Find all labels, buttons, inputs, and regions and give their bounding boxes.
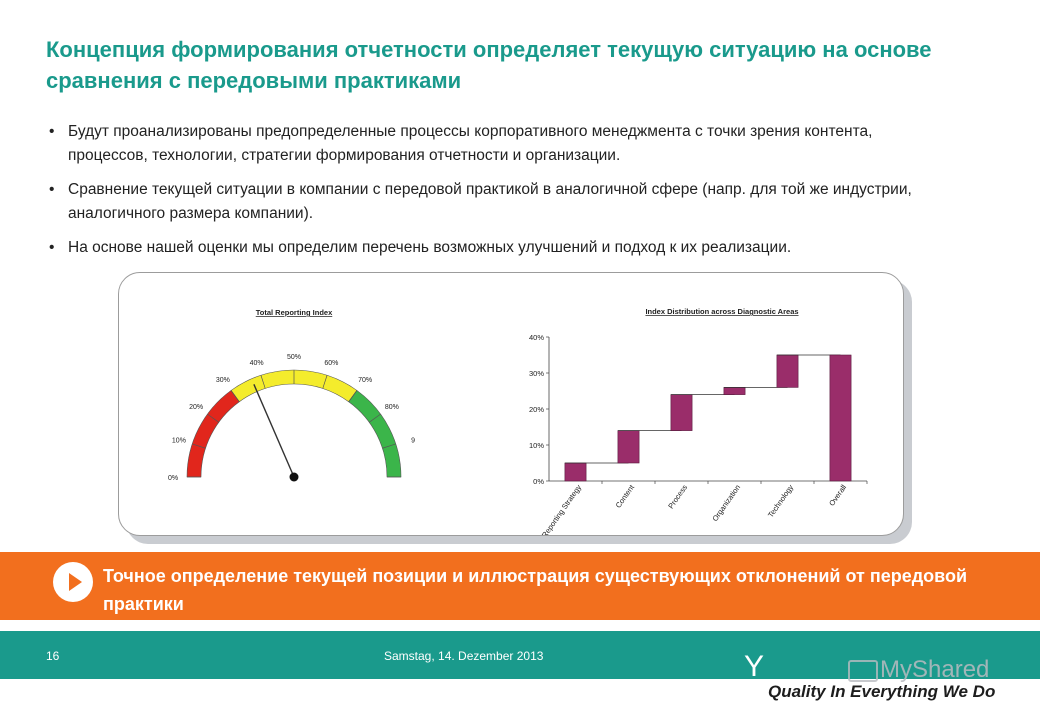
- x-tick-label: Organization: [710, 483, 742, 523]
- waterfall-bar: [776, 354, 799, 388]
- gauge-chart: Total Reporting Index 0% 10% 20% 30% 40% 50% 6…: [168, 308, 415, 482]
- play-icon: [53, 562, 93, 602]
- footer-date: Samstag, 14. Dezember 2013: [384, 649, 544, 663]
- gauge-tick-label: 60%: [324, 360, 338, 367]
- y-tick-label: 10%: [529, 441, 544, 450]
- y-tick-label: 20%: [529, 405, 544, 414]
- y-tick-label: 0%: [533, 477, 544, 486]
- y-tick-label: 40%: [529, 333, 544, 342]
- x-tick-label: Content: [614, 482, 637, 509]
- gauge-title: Total Reporting Index: [256, 308, 333, 317]
- waterfall-bar: [723, 387, 746, 395]
- gauge-tick: [230, 390, 240, 402]
- gauge-tick: [348, 390, 358, 402]
- gauge-tick-label: 20%: [189, 404, 203, 411]
- bullet-glyph: •: [49, 239, 55, 256]
- waterfall-bar: [564, 462, 587, 482]
- gauge-tick: [260, 375, 266, 389]
- bullet-item: • Будут проанализированы предопределенные…: [46, 120, 946, 168]
- x-tick-label: Process: [666, 483, 689, 511]
- bullet-list: • Будут проанализированы предопределенные…: [46, 120, 946, 270]
- banner-text: Точное определение текущей позиции и илл…: [103, 566, 968, 614]
- slide-title: Концепция формирования отчетности опреде…: [46, 37, 932, 93]
- charts-svg: Total Reporting Index 0% 10% 20% 30% 40% 50% 6…: [168, 307, 868, 539]
- gauge-tick: [382, 443, 396, 449]
- gauge-tick-label-clipped: 9: [411, 438, 415, 445]
- gauge-hub: [289, 472, 299, 482]
- bullet-text: Будут проанализированы предопределенные …: [68, 123, 873, 164]
- page-number: 16: [46, 649, 60, 663]
- x-tick-label: Overall: [827, 483, 848, 508]
- gauge-tick-label: 10%: [172, 438, 186, 445]
- waterfall-bar: [617, 430, 640, 464]
- waterfall-bar: [829, 354, 852, 482]
- watermark-text: MyShared: [880, 656, 990, 683]
- gauge-tick-label: 0%: [168, 475, 178, 482]
- gauge-tick-label: 40%: [250, 360, 264, 367]
- gauge-tick-label: 50%: [287, 354, 301, 361]
- bullet-glyph: •: [49, 181, 55, 198]
- bullet-text: Сравнение текущей ситуации в компании с …: [68, 181, 912, 222]
- gauge-tick-label: 30%: [216, 377, 230, 384]
- watermark-icon: [848, 660, 878, 682]
- gauge-tick: [369, 413, 381, 423]
- gauge-tick-label: 70%: [358, 377, 372, 384]
- bullet-item: • На основе нашей оценки мы определим пер…: [46, 236, 946, 260]
- footer-bar: [0, 631, 1040, 679]
- x-tick-label: Technology: [766, 483, 795, 519]
- highlight-banner: [0, 552, 1040, 620]
- gauge-tick-label: 80%: [385, 404, 399, 411]
- gauge-tick: [207, 413, 219, 423]
- bullet-item: • Сравнение текущей ситуации в компании с…: [46, 178, 946, 226]
- gauge-needle: [253, 384, 295, 478]
- y-tick-label: 30%: [529, 369, 544, 378]
- waterfall-chart: Index Distribution across Diagnostic Are…: [529, 307, 868, 539]
- bullet-text: На основе нашей оценки мы определим пере…: [68, 239, 792, 256]
- tagline: Quality In Everything We Do: [768, 682, 996, 701]
- waterfall-title: Index Distribution across Diagnostic Are…: [645, 307, 798, 316]
- logo-mark-icon: Y: [744, 650, 765, 683]
- waterfall-bar: [670, 394, 693, 431]
- gauge-tick: [322, 375, 328, 389]
- gauge-tick: [192, 443, 206, 449]
- x-tick-label: Reporting Strategy: [540, 483, 583, 535]
- chart-panel: Total Reporting Index 0% 10% 20% 30% 40% 50% 6…: [118, 272, 904, 539]
- bullet-glyph: •: [49, 123, 55, 140]
